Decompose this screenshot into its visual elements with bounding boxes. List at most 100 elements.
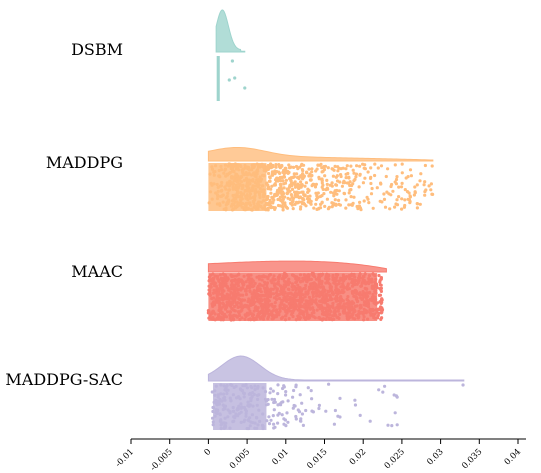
rain-point: [244, 289, 248, 293]
rain-point: [316, 195, 320, 199]
rain-point: [282, 168, 286, 172]
rain-point: [240, 299, 244, 303]
rain-point: [395, 175, 399, 179]
rain-point: [233, 76, 237, 80]
rain-point: [331, 275, 335, 279]
rain-point: [242, 274, 246, 278]
rain-point: [242, 173, 246, 177]
rain-point: [225, 278, 229, 282]
rain-point: [231, 420, 235, 424]
rain-point: [211, 420, 215, 424]
rain-point: [267, 415, 271, 419]
rain-point: [240, 205, 244, 209]
rain-point: [330, 181, 334, 185]
rain-point: [257, 393, 261, 397]
rain-point: [328, 309, 332, 313]
rain-point: [362, 303, 366, 307]
rain-point: [282, 182, 286, 186]
rain-point: [306, 386, 310, 390]
rain-point: [277, 296, 282, 301]
rain-point: [379, 289, 383, 293]
rain-point: [317, 305, 321, 309]
rain-point: [287, 163, 291, 167]
rain-point: [271, 414, 275, 418]
rain-point: [373, 274, 377, 278]
rain-point: [274, 178, 278, 182]
rain-point: [229, 383, 233, 387]
rain-point: [280, 175, 284, 179]
rain-point: [358, 172, 362, 176]
rain-point: [243, 203, 247, 207]
rain-point: [266, 187, 270, 191]
rain-point: [223, 416, 227, 420]
rain-point: [336, 273, 340, 277]
rain-point: [281, 208, 285, 212]
rain-point: [413, 185, 417, 189]
rain-point: [261, 284, 265, 288]
rain-point: [366, 197, 370, 201]
rain-point: [223, 395, 227, 400]
rain-point: [258, 187, 262, 191]
rain-point: [267, 179, 271, 183]
rain-point: [353, 282, 357, 286]
rain-point: [349, 195, 353, 199]
rain-point: [358, 200, 362, 204]
rain-point: [263, 289, 267, 293]
rain-point: [292, 165, 296, 169]
rain-point: [276, 188, 280, 192]
rain-point: [317, 284, 321, 288]
rain-point: [339, 276, 343, 280]
rain-point: [403, 198, 407, 202]
rain-point: [323, 295, 327, 299]
rain-point: [218, 273, 222, 277]
rain-point: [325, 178, 329, 182]
rain-point: [228, 171, 232, 175]
rain-point: [242, 405, 246, 410]
rain-point: [366, 170, 370, 174]
rain-point: [248, 196, 252, 200]
rain-point: [265, 197, 270, 201]
rain-point: [273, 207, 277, 211]
rain-point: [260, 314, 265, 318]
rain-point: [250, 300, 254, 304]
rain-point: [345, 181, 349, 185]
rain-point: [215, 295, 219, 299]
category-label: DSBM: [71, 40, 123, 59]
rain-point: [272, 183, 276, 187]
rain-point: [297, 305, 301, 309]
rain-point: [261, 302, 265, 306]
rain-point: [286, 287, 290, 291]
rain-point: [256, 169, 260, 173]
rain-point: [283, 203, 287, 207]
rain-point: [302, 198, 306, 202]
rain-point: [230, 59, 234, 63]
rain-point: [217, 279, 221, 283]
rain-point: [236, 204, 240, 208]
rain-point: [353, 317, 357, 321]
rain-point: [230, 306, 234, 311]
rain-point: [207, 288, 211, 292]
rain-point: [269, 166, 273, 170]
rain-point: [284, 314, 288, 318]
rain-point: [223, 424, 227, 428]
rain-point: [210, 165, 214, 169]
rain-point: [404, 176, 408, 180]
rain-point: [274, 315, 278, 319]
rain-point: [307, 295, 311, 299]
rain-point: [328, 282, 332, 286]
rain-point: [220, 194, 224, 198]
rain-point: [292, 388, 296, 393]
x-tick-label: 0.04: [503, 447, 523, 467]
rain-point: [301, 177, 305, 181]
rain-point: [348, 309, 352, 313]
rain-point: [242, 395, 246, 399]
rain-point: [342, 279, 346, 283]
rain-point: [261, 386, 265, 390]
rain-point: [344, 275, 348, 279]
rain-point: [258, 282, 262, 286]
rain-point: [395, 423, 399, 427]
rain-point: [249, 318, 253, 322]
rain-point: [240, 308, 244, 312]
rain-point: [211, 406, 215, 410]
rain-point: [235, 315, 239, 319]
